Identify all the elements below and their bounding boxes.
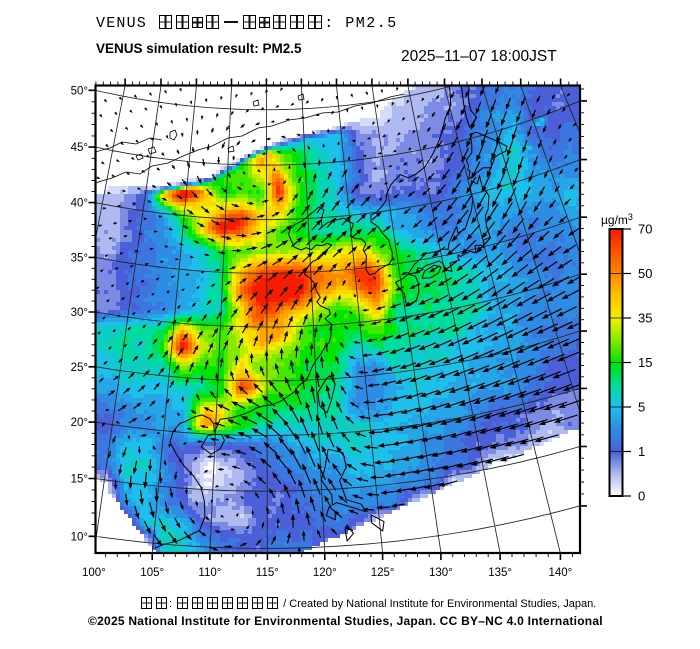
svg-text:110°: 110° bbox=[198, 567, 221, 579]
svg-text:70: 70 bbox=[638, 222, 652, 237]
svg-text:140°: 140° bbox=[549, 567, 573, 579]
svg-text:25°: 25° bbox=[71, 362, 88, 374]
svg-text:50°: 50° bbox=[71, 85, 88, 97]
svg-text:15: 15 bbox=[638, 355, 652, 370]
svg-text:20°: 20° bbox=[71, 417, 88, 429]
svg-text:40°: 40° bbox=[71, 198, 88, 210]
svg-text:50: 50 bbox=[638, 266, 652, 281]
svg-text:120°: 120° bbox=[313, 567, 337, 579]
svg-text:135°: 135° bbox=[488, 567, 512, 579]
svg-text:µg/m3: µg/m3 bbox=[601, 212, 633, 227]
svg-text:5: 5 bbox=[638, 400, 645, 415]
svg-text:35: 35 bbox=[638, 311, 652, 326]
svg-text:35°: 35° bbox=[71, 252, 88, 264]
svg-text:0: 0 bbox=[638, 489, 645, 504]
svg-text:1: 1 bbox=[638, 444, 645, 459]
svg-text:10°: 10° bbox=[71, 531, 88, 543]
svg-text:30°: 30° bbox=[71, 307, 88, 319]
svg-text:125°: 125° bbox=[371, 567, 395, 579]
svg-text:45°: 45° bbox=[71, 142, 88, 154]
svg-text:130°: 130° bbox=[429, 567, 453, 579]
svg-text:15°: 15° bbox=[71, 474, 88, 486]
svg-text:100°: 100° bbox=[82, 567, 106, 579]
svg-text:105°: 105° bbox=[140, 567, 164, 579]
svg-text:115°: 115° bbox=[256, 567, 279, 579]
